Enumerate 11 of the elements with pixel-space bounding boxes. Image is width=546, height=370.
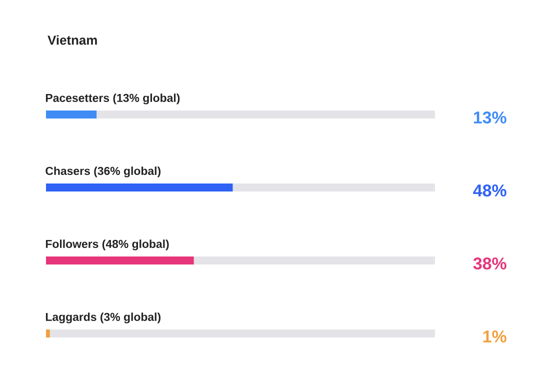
y-tick-label: Pacesetters (13% global) <box>46 94 180 104</box>
bar <box>46 330 50 338</box>
data-label: 48% <box>473 184 506 197</box>
bar <box>46 110 97 119</box>
data-label: 13% <box>474 111 506 124</box>
data-label: 1% <box>483 330 506 342</box>
y-tick-label: Laggards (3% global) <box>46 312 160 324</box>
y-tick-label: Chasers (36% global) <box>46 166 160 178</box>
data-label: 38% <box>473 257 506 270</box>
y-tick-label: Followers (48% global) <box>46 240 169 250</box>
chart-title: Vietnam <box>48 35 97 45</box>
